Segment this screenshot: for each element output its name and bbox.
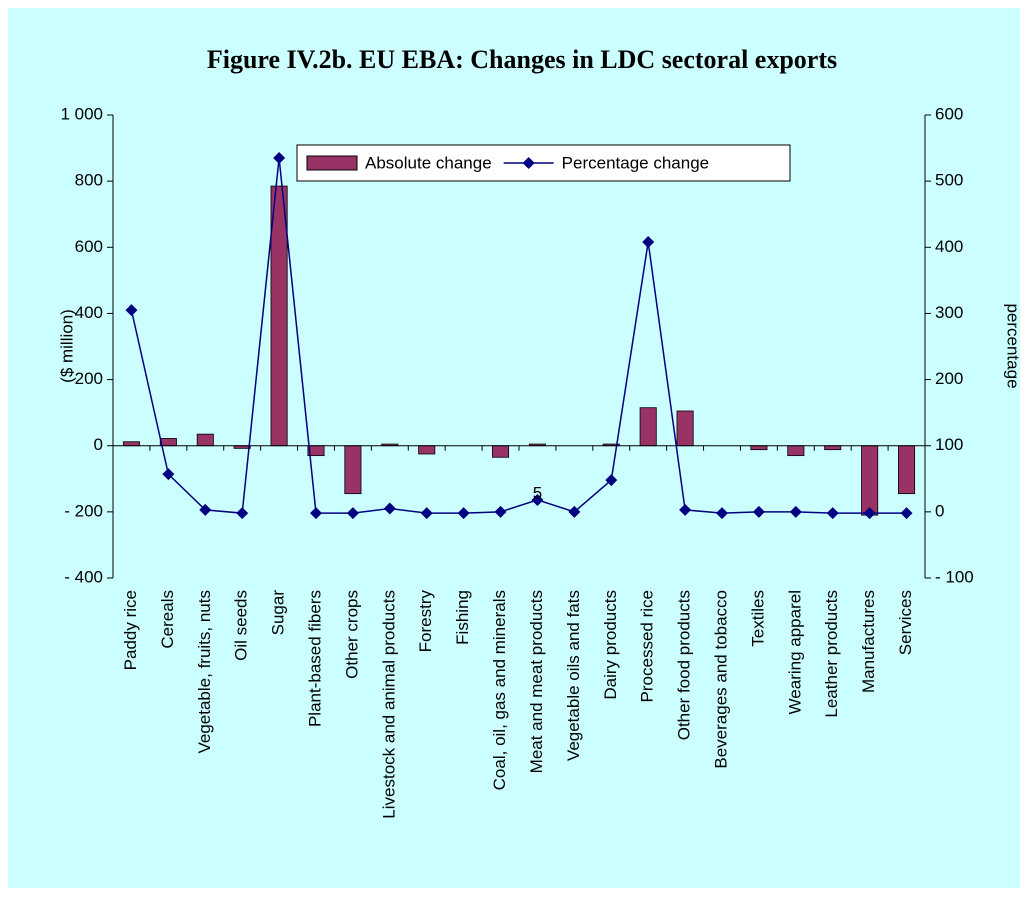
marker — [863, 507, 876, 520]
y2-axis-label: percentage — [1004, 303, 1023, 388]
y-tick-label: 0 — [94, 435, 103, 454]
x-tick-label: Paddy rice — [121, 590, 140, 670]
x-tick-label: Manufactures — [859, 590, 878, 693]
marker — [420, 507, 433, 520]
y-axis-label: ($ million) — [57, 309, 76, 383]
x-tick-label: Beverages and tobacco — [711, 590, 730, 769]
marker — [125, 304, 138, 317]
marker — [236, 507, 249, 520]
marker — [752, 505, 765, 518]
bar — [824, 445, 842, 451]
bar — [676, 410, 694, 447]
y2-tick-label: 300 — [935, 303, 963, 322]
marker — [457, 507, 470, 520]
y-tick-label: 600 — [75, 237, 103, 256]
chart-title: Figure IV.2b. EU EBA: Changes in LDC sec… — [207, 45, 837, 74]
marker — [605, 474, 618, 487]
y-tick-label: 400 — [75, 303, 103, 322]
marker — [310, 507, 322, 520]
x-tick-label: Fishing — [453, 590, 472, 645]
legend-marker — [522, 157, 535, 169]
marker — [826, 507, 839, 520]
bar — [787, 445, 805, 457]
y2-tick-label: 200 — [935, 369, 963, 388]
bar — [122, 441, 140, 447]
bar — [196, 433, 214, 447]
x-tick-label: Other crops — [342, 590, 361, 679]
bar — [639, 407, 657, 447]
x-tick-label: Livestock and animal products — [379, 590, 398, 819]
x-tick-label: Textiles — [748, 590, 767, 647]
annotation: 5 — [533, 483, 542, 502]
marker — [494, 505, 507, 518]
bar — [750, 445, 768, 451]
x-tick-label: Wearing apparel — [785, 590, 804, 714]
x-tick-label: Dairy products — [601, 590, 620, 700]
y2-tick-label: 0 — [935, 501, 944, 520]
marker — [383, 502, 396, 515]
marker — [642, 235, 655, 248]
y2-tick-label: 100 — [935, 435, 963, 454]
legend-label: Percentage change — [562, 153, 709, 172]
bar — [418, 445, 436, 455]
x-tick-label: Meat and meat products — [527, 590, 546, 773]
y-tick-label: 1 000 — [60, 104, 103, 123]
bar — [344, 445, 362, 495]
marker — [716, 507, 728, 520]
x-tick-label: Other food products — [675, 590, 694, 740]
y2-tick-label: 500 — [935, 171, 963, 190]
x-tick-label: Coal, oil, gas and minerals — [490, 590, 509, 790]
x-tick-label: Vegetable oils and fats — [564, 590, 583, 761]
x-tick-label: Leather products — [822, 590, 841, 718]
y2-tick-label: - 100 — [935, 567, 974, 586]
marker — [273, 151, 286, 164]
y-tick-label: 200 — [75, 369, 103, 388]
marker — [679, 503, 692, 516]
y-tick-label: - 400 — [64, 567, 103, 586]
legend-label: Absolute change — [365, 153, 492, 172]
marker — [531, 493, 544, 506]
line — [130, 157, 907, 514]
x-tick-label: Plant-based fibers — [305, 590, 324, 727]
bar — [898, 445, 916, 495]
x-tick-label: Cereals — [158, 590, 177, 649]
marker — [900, 507, 913, 520]
bar — [492, 445, 510, 458]
y-tick-label: 800 — [75, 171, 103, 190]
marker — [789, 505, 802, 518]
x-tick-label: Services — [896, 590, 915, 655]
bar — [270, 185, 288, 447]
legend-swatch — [306, 155, 358, 171]
y2-tick-label: 400 — [935, 237, 963, 256]
bar — [159, 438, 177, 447]
y-tick-label: - 200 — [64, 501, 103, 520]
x-tick-label: Vegetable, fruits, nuts — [195, 590, 214, 754]
marker — [346, 507, 359, 520]
bar — [861, 445, 879, 516]
y2-tick-label: 600 — [935, 104, 963, 123]
marker — [162, 468, 175, 481]
x-tick-label: Sugar — [269, 590, 288, 636]
marker — [568, 505, 581, 518]
x-tick-label: Processed rice — [638, 590, 657, 702]
x-tick-label: Oil seeds — [232, 590, 251, 661]
marker — [199, 503, 212, 516]
x-tick-label: Forestry — [416, 590, 435, 653]
